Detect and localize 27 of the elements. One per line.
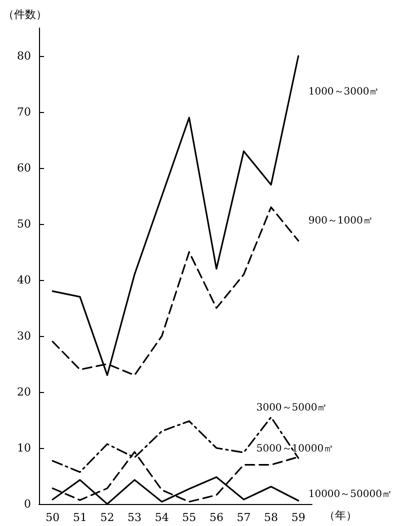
y-tick-label: 40: [17, 274, 31, 286]
x-tick-label: 57: [236, 511, 251, 524]
y-tick-label: 50: [17, 218, 31, 230]
y-tick-label: 70: [17, 106, 31, 118]
x-tick-label: 56: [209, 511, 224, 524]
series-label: 10000～50000㎡: [308, 489, 392, 500]
y-tick-label: 20: [17, 386, 31, 398]
y-tick-label: 10: [17, 442, 31, 454]
series-label: 3000～5000㎡: [256, 402, 328, 414]
y-tick-label: 60: [17, 162, 31, 174]
x-tick-label: 50: [46, 511, 60, 524]
x-tick-label: 59: [291, 511, 306, 524]
y-axis-title: （件数）: [3, 8, 47, 21]
y-tick-label: 30: [17, 330, 31, 342]
x-tick-label: 58: [264, 511, 278, 524]
line-series: [52, 55, 300, 376]
x-axis-title: （年）: [324, 509, 357, 522]
x-tick-label: 51: [72, 511, 87, 524]
y-tick-label: 0: [24, 498, 31, 510]
series-label: 5000～10000㎡: [256, 443, 334, 454]
x-tick-label: 54: [154, 511, 169, 524]
x-tick-label: 52: [100, 511, 114, 524]
series-label: 900～1000㎡: [308, 215, 373, 226]
x-tick-label: 55: [182, 511, 196, 524]
y-tick-label: 80: [17, 50, 31, 62]
x-tick-label: 53: [128, 511, 142, 524]
series-label: 1000～3000㎡: [308, 86, 380, 98]
